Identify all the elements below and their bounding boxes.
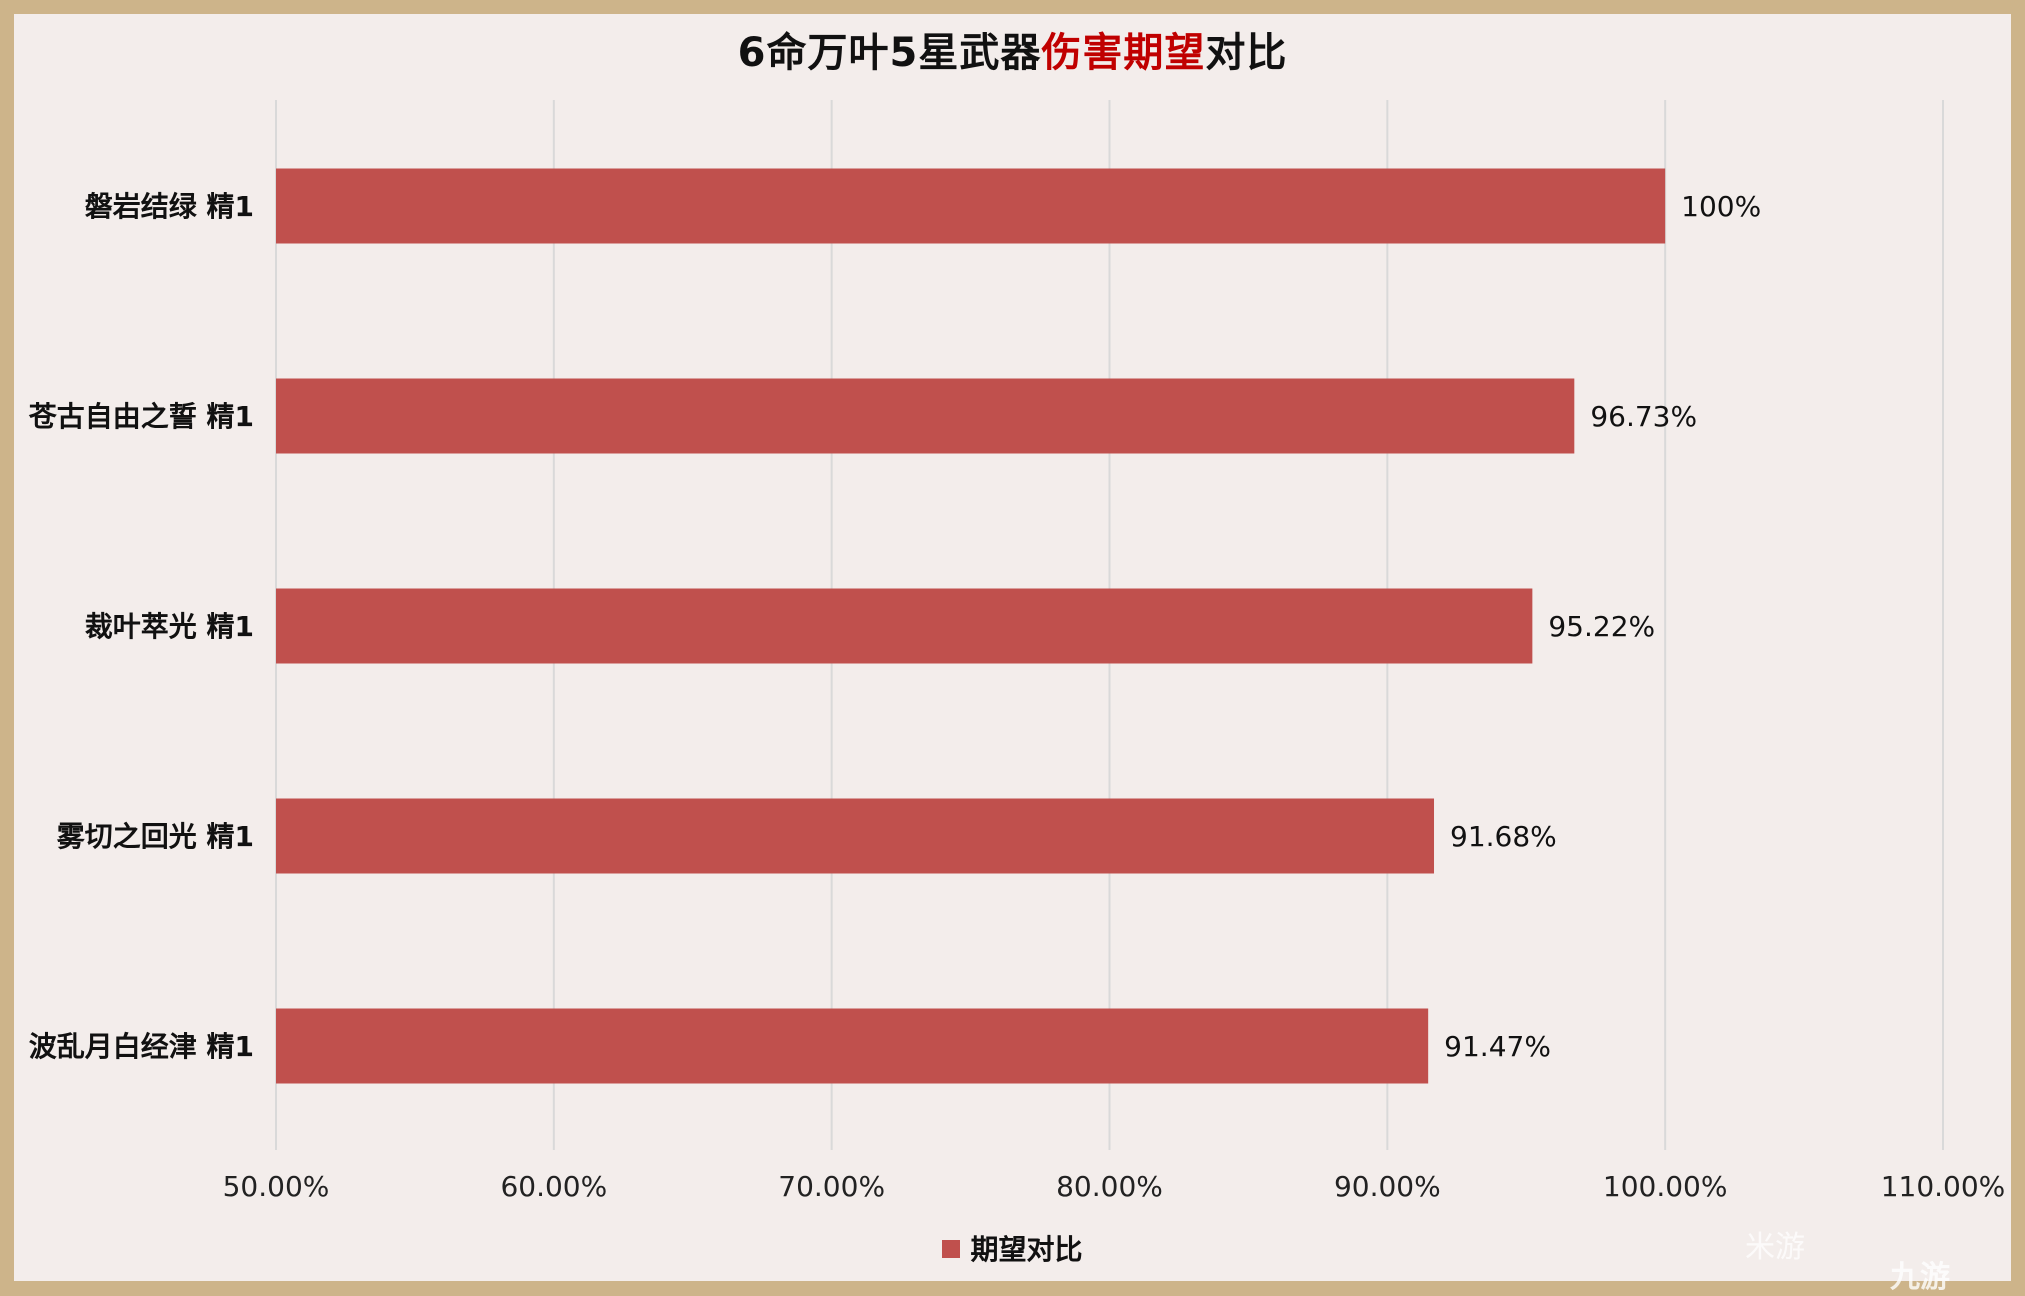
- x-tick-label: 50.00%: [223, 1170, 330, 1203]
- data-label: 91.47%: [1444, 1030, 1551, 1063]
- chart-title: 6命万叶5星武器伤害期望对比: [0, 20, 2025, 78]
- category-label: 磐岩结绿 精1: [85, 190, 254, 223]
- title-part-after: 对比: [1205, 30, 1288, 76]
- bar: [276, 168, 1666, 244]
- x-tick-label: 100.00%: [1603, 1170, 1728, 1203]
- x-tick-label: 60.00%: [500, 1170, 607, 1203]
- category-label: 裁叶萃光 精1: [85, 610, 254, 643]
- data-label: 96.73%: [1590, 400, 1697, 433]
- category-label: 波乱月白经津 精1: [29, 1030, 254, 1063]
- title-part-before: 6命万叶5星武器: [737, 30, 1042, 76]
- legend: 期望对比: [0, 1228, 2025, 1268]
- bar: [276, 1008, 1429, 1084]
- watermark: 米游: [1745, 1230, 1805, 1265]
- bar: [276, 798, 1435, 874]
- bar: [276, 588, 1533, 664]
- watermark-logo: 九游: [1890, 1260, 1950, 1295]
- x-tick-label: 70.00%: [778, 1170, 885, 1203]
- category-label: 雾切之回光 精1: [57, 820, 254, 853]
- legend-swatch: [942, 1240, 961, 1258]
- data-label: 95.22%: [1548, 610, 1655, 643]
- x-tick-label: 90.00%: [1334, 1170, 1441, 1203]
- title-part-highlight: 伤害期望: [1041, 30, 1206, 76]
- bar: [276, 378, 1575, 454]
- category-label: 苍古自由之誓 精1: [28, 400, 254, 433]
- x-tick-label: 110.00%: [1881, 1170, 2006, 1203]
- data-label: 91.68%: [1450, 820, 1557, 853]
- x-tick-label: 80.00%: [1056, 1170, 1163, 1203]
- legend-label: 期望对比: [970, 1233, 1083, 1266]
- data-label: 100%: [1681, 190, 1761, 223]
